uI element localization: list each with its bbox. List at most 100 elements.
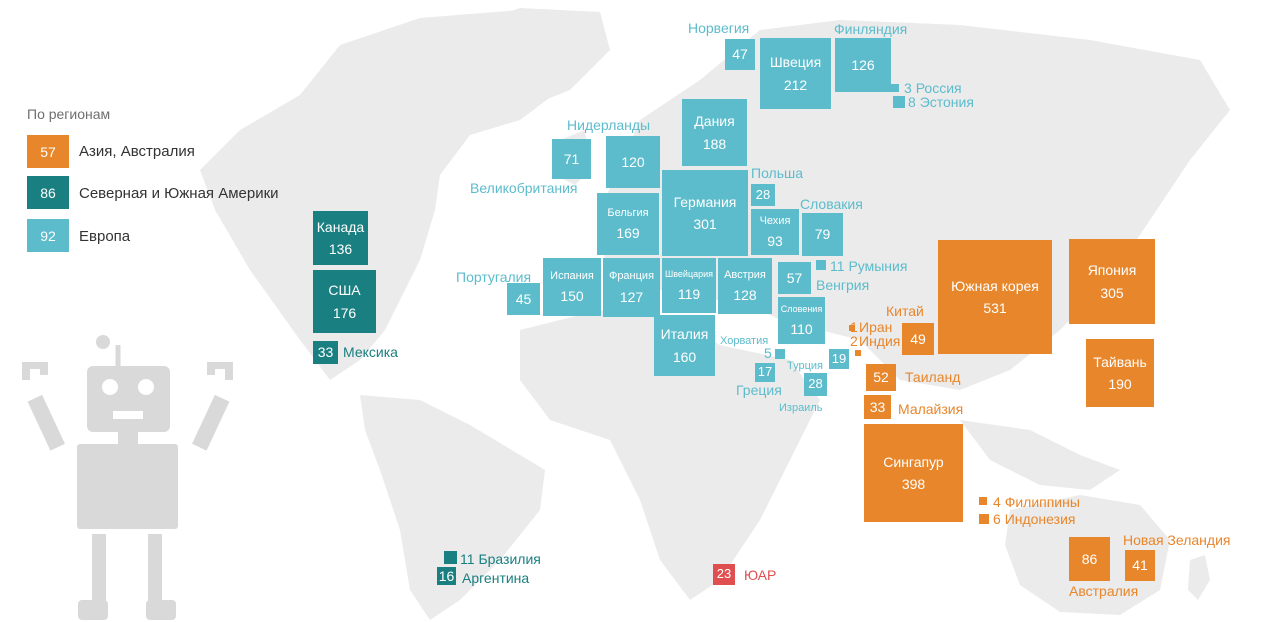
country-name: Бельгия xyxy=(607,206,649,219)
country-value: 47 xyxy=(732,46,748,63)
country-name: Южная корея xyxy=(951,277,1039,294)
country-box-филиппины xyxy=(979,497,987,505)
country-box-сша: США 176 xyxy=(313,270,376,333)
country-name: Греция xyxy=(736,382,782,398)
country-name: Аргентина xyxy=(462,570,530,586)
country-value: 11 xyxy=(460,551,475,567)
country-box-мексика: 33 xyxy=(313,341,338,364)
country-name: Индонезия xyxy=(1004,511,1076,527)
country-label: 8 Эстония xyxy=(908,94,974,110)
country-value: 52 xyxy=(873,369,889,386)
country-value: 8 xyxy=(908,94,916,110)
country-value: 93 xyxy=(767,233,783,250)
country-name: Израиль xyxy=(779,402,823,414)
robot-right-claw xyxy=(207,362,233,380)
country-value: 4 xyxy=(993,494,1001,510)
country-value: 79 xyxy=(814,226,831,243)
country-value: 127 xyxy=(619,288,644,305)
robot-right-arm xyxy=(192,394,230,451)
country-value: 11 xyxy=(830,258,845,274)
north-america-landmass xyxy=(200,10,600,380)
legend-label-asia: Азия, Австралия xyxy=(79,143,195,160)
country-box-финляндия: 126 xyxy=(835,38,891,92)
country-name: Словакия xyxy=(800,196,863,212)
country-name: Канада xyxy=(316,218,365,235)
country-box-южная-корея: Южная корея 531 xyxy=(938,240,1052,354)
country-value: 45 xyxy=(515,290,532,307)
country-box-португалия: 45 xyxy=(507,283,540,315)
robot-left-foot xyxy=(78,600,108,620)
country-name: Иран xyxy=(859,319,893,335)
robot-right-eye xyxy=(138,379,154,395)
country-value: 188 xyxy=(702,135,727,152)
country-box-тайвань: Тайвань 190 xyxy=(1086,339,1154,407)
robot-body xyxy=(77,444,178,529)
new-zealand-landmass xyxy=(1188,555,1210,600)
country-name: Китай xyxy=(886,303,924,319)
robot-left-leg xyxy=(92,534,106,604)
country-value: 301 xyxy=(693,216,717,232)
country-box-бельгия: Бельгия 169 xyxy=(597,193,659,255)
country-name: Италия xyxy=(660,326,709,343)
robot-left-claw xyxy=(22,362,48,380)
country-name: Польша xyxy=(751,165,804,181)
country-name: Швейцария xyxy=(664,269,714,280)
country-box-швеция: Швеция 212 xyxy=(760,38,831,109)
country-value: 190 xyxy=(1108,376,1132,392)
legend-label-europe: Европа xyxy=(79,228,131,245)
country-name: Румыния xyxy=(848,258,908,274)
country-name: Германия xyxy=(673,193,737,210)
country-name: Новая Зеландия xyxy=(1123,532,1231,548)
country-box-россия xyxy=(891,84,899,92)
country-value: 531 xyxy=(983,300,1007,316)
country-name: Швеция xyxy=(769,54,822,71)
country-box-китай: 49 xyxy=(902,323,934,355)
country-value: 136 xyxy=(328,241,353,257)
country-box-япония: Япония 305 xyxy=(1069,239,1155,324)
country-name: Сингапур xyxy=(883,453,944,470)
country-box-иран xyxy=(849,325,855,331)
country-box-хорватия xyxy=(775,349,785,359)
country-box-польша: 28 xyxy=(751,184,775,206)
country-name: Австралия xyxy=(1069,583,1139,599)
country-name: ЮАР xyxy=(744,567,777,583)
country-value: 169 xyxy=(616,225,640,242)
country-box-италия: Италия 160 xyxy=(654,315,715,376)
robot-antenna-tip xyxy=(96,335,110,349)
country-box-испания: Испания 150 xyxy=(543,258,601,316)
country-box-аргентина: 16 xyxy=(437,567,456,585)
country-value: 5 xyxy=(764,345,772,361)
country-label: 6 Индонезия xyxy=(993,511,1075,527)
country-box-венгрия: 57 xyxy=(778,262,811,294)
country-name: Япония xyxy=(1087,262,1137,279)
country-box-индия xyxy=(855,350,861,356)
robot-right-foot xyxy=(146,600,176,620)
country-name: Таиланд xyxy=(905,369,961,385)
country-box-канада: Канада 136 xyxy=(313,211,368,265)
country-box-новая-зеландия: 41 xyxy=(1125,550,1155,581)
country-value: 17 xyxy=(757,364,773,380)
country-value: 120 xyxy=(621,153,645,170)
country-box-швейцария: Швейцария 119 xyxy=(662,258,716,313)
country-name: Австрия xyxy=(724,268,766,281)
country-name: Филиппины xyxy=(1004,494,1080,510)
country-name: Венгрия xyxy=(816,277,870,293)
country-box-бразилия xyxy=(444,551,457,564)
country-value: 33 xyxy=(317,344,334,361)
country-value: 3 xyxy=(904,80,912,96)
legend-swatch-americas: 86 xyxy=(27,176,69,209)
country-name: Великобритания xyxy=(470,180,578,196)
country-name: Франция xyxy=(608,270,655,283)
country-value: 28 xyxy=(755,186,771,202)
country-value: 119 xyxy=(677,285,701,302)
country-box-румыния xyxy=(816,260,826,270)
country-name: Дания xyxy=(694,113,735,130)
country-name: Турция xyxy=(787,360,823,372)
country-box-израиль: 28 xyxy=(804,373,827,396)
country-value: 49 xyxy=(910,330,926,347)
legend-swatch-asia: 57 xyxy=(27,135,69,168)
legend-title: По регионам xyxy=(27,106,111,122)
country-name: США xyxy=(328,282,361,299)
